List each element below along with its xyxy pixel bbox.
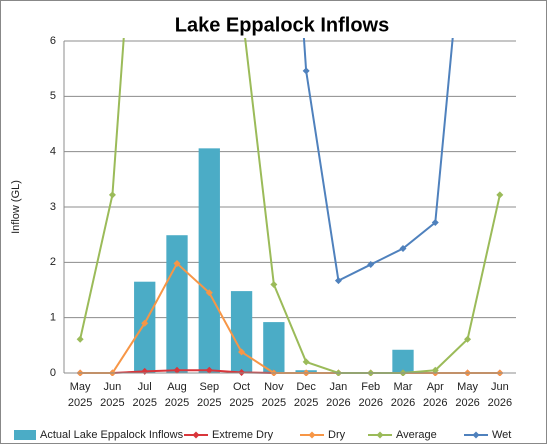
point <box>141 319 149 327</box>
line <box>79 38 501 374</box>
x-tick-label: Jan 2026 <box>326 381 350 409</box>
x-tick-label: Feb 2026 <box>358 381 382 409</box>
y-tick-label: 2 <box>50 256 56 268</box>
point <box>399 245 407 252</box>
y-axis-label: Inflow (GL) <box>10 180 22 234</box>
point <box>302 358 310 366</box>
bar <box>198 148 220 373</box>
y-tick-label: 1 <box>50 312 56 324</box>
x-tick-label: Jun 2025 <box>100 381 124 409</box>
point <box>496 191 504 199</box>
point <box>238 368 246 376</box>
legend-marker <box>376 431 384 439</box>
point <box>302 67 310 75</box>
point <box>367 261 375 269</box>
point <box>205 366 213 374</box>
y-tick-label: 4 <box>50 146 56 158</box>
x-tick-label: May 2025 <box>68 381 92 409</box>
bar <box>230 291 253 373</box>
x-tick-label: Apr 2026 <box>423 381 447 409</box>
chart-title: Lake Eppalock Inflows <box>175 14 390 36</box>
legend-marker <box>308 431 316 439</box>
legend-swatch <box>14 430 36 440</box>
x-tick-label: Mar 2026 <box>391 381 415 409</box>
x-tick-label: Dec 2025 <box>294 381 318 409</box>
legend-marker <box>192 431 200 439</box>
bar <box>263 322 285 373</box>
legend-label: Wet <box>492 429 511 441</box>
point <box>173 366 181 374</box>
point <box>173 259 181 267</box>
point <box>205 289 213 297</box>
x-tick-label: Jul 2025 <box>132 381 156 409</box>
x-tick-label: Jun 2026 <box>488 381 512 409</box>
x-tick-label: Sep 2025 <box>197 381 221 409</box>
point <box>76 335 84 343</box>
legend-label: Actual Lake Eppalock Inflows <box>40 429 184 441</box>
legend-label: Average <box>396 429 437 441</box>
point <box>270 280 278 288</box>
bar <box>392 349 414 373</box>
bar <box>134 281 156 373</box>
legend-marker <box>472 431 480 439</box>
y-tick-label: 5 <box>50 90 56 102</box>
legend-label: Extreme Dry <box>212 429 274 441</box>
point <box>108 191 116 199</box>
point <box>464 335 472 343</box>
point <box>431 366 439 374</box>
plot-area <box>64 38 516 376</box>
y-tick-label: 0 <box>50 367 56 379</box>
x-tick-label: Aug 2025 <box>165 381 189 409</box>
y-tick-label: 3 <box>50 201 56 213</box>
point <box>431 218 439 226</box>
bar <box>166 235 188 373</box>
y-tick-label: 6 <box>50 35 56 47</box>
point <box>238 348 246 356</box>
point <box>334 277 342 285</box>
legend-label: Dry <box>328 429 346 441</box>
x-tick-label: May 2026 <box>455 381 479 409</box>
x-tick-label: Oct 2025 <box>229 381 253 409</box>
x-tick-label: Nov 2025 <box>262 381 286 409</box>
